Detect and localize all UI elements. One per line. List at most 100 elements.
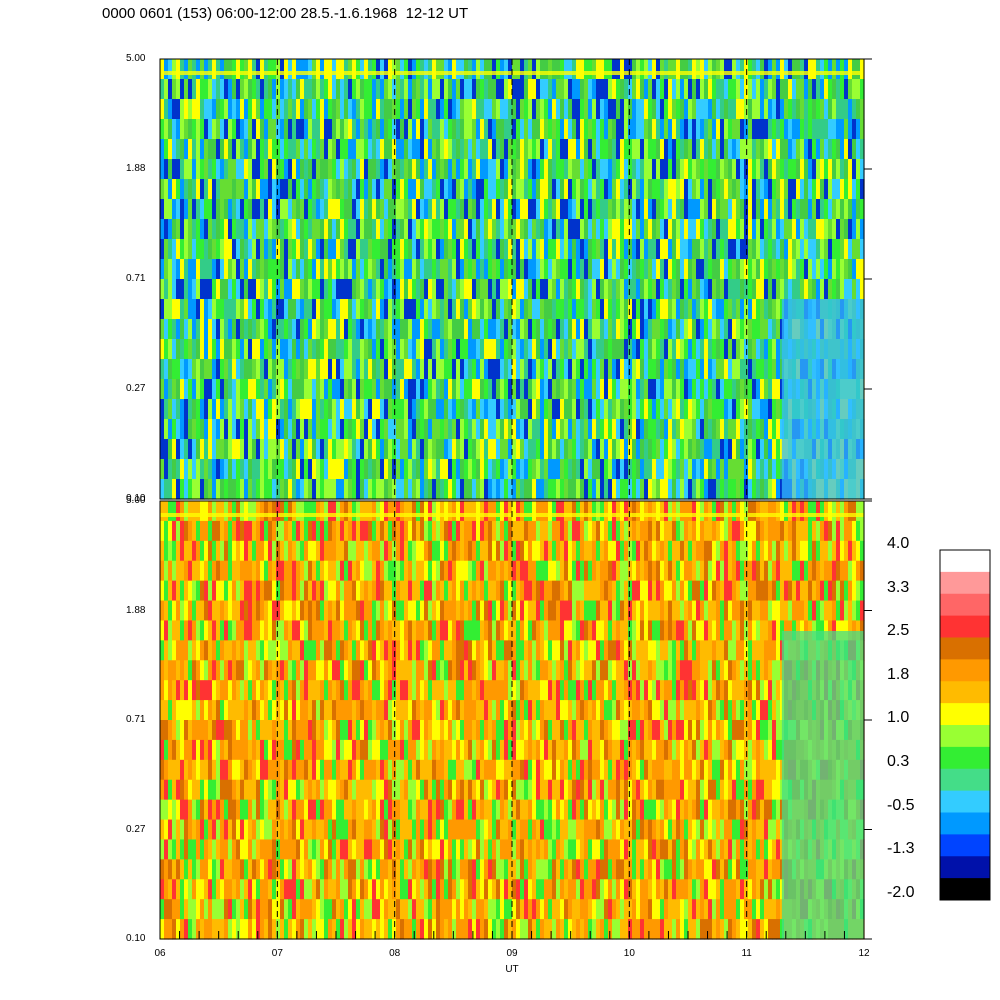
heatmap-cell <box>648 219 653 240</box>
heatmap-cell <box>356 640 361 661</box>
heatmap-cell <box>400 159 405 180</box>
heatmap-cell <box>340 79 345 100</box>
heatmap-cell <box>652 459 657 480</box>
heatmap-cell <box>192 459 197 480</box>
heatmap-cell <box>860 259 865 280</box>
heatmap-cell <box>284 179 289 200</box>
heatmap-cell <box>184 159 189 180</box>
heatmap-cell <box>188 319 193 340</box>
heatmap-cell <box>608 239 613 260</box>
heatmap-cell <box>404 299 409 320</box>
heatmap-cell <box>792 239 797 260</box>
heatmap-cell <box>436 159 441 180</box>
heatmap-cell <box>192 199 197 220</box>
heatmap-cell <box>228 540 233 562</box>
heatmap-cell <box>696 219 701 240</box>
heatmap-cell <box>248 600 253 622</box>
heatmap-cell <box>488 419 493 440</box>
heatmap-cell <box>232 99 237 120</box>
heatmap-cell <box>196 720 201 741</box>
heatmap-cell <box>772 339 777 360</box>
heatmap-cell <box>492 359 497 380</box>
heatmap-cell <box>708 279 713 300</box>
heatmap-cell <box>312 399 317 420</box>
heatmap-cell <box>220 640 225 661</box>
heatmap-cell <box>360 199 365 220</box>
heatmap-cell <box>272 459 277 480</box>
heatmap-cell <box>472 159 477 180</box>
heatmap-cell <box>240 600 245 622</box>
heatmap-cell <box>316 620 321 641</box>
heatmap-cell <box>580 259 585 280</box>
heatmap-cell <box>328 819 333 841</box>
heatmap-cell <box>804 239 809 260</box>
heatmap-cell <box>384 359 389 380</box>
heatmap-cell <box>728 299 733 320</box>
heatmap-cell <box>420 119 425 140</box>
heatmap-cell <box>524 419 529 440</box>
heatmap-cell <box>252 501 257 522</box>
heatmap-cell <box>800 199 805 220</box>
heatmap-cell <box>228 620 233 641</box>
heatmap-cell <box>176 199 181 220</box>
heatmap-cell <box>720 479 725 500</box>
heatmap-cell <box>784 259 789 280</box>
heatmap-cell <box>480 339 485 360</box>
heatmap-cell <box>852 99 857 120</box>
heatmap-cell <box>484 319 489 340</box>
heatmap-cell <box>252 819 257 841</box>
heatmap-cell <box>620 379 625 400</box>
heatmap-cell <box>732 439 737 460</box>
heatmap-cell <box>492 59 497 80</box>
heatmap-cell <box>544 359 549 380</box>
heatmap-cell <box>376 379 381 400</box>
heatmap-cell <box>176 59 181 80</box>
heatmap-cell <box>716 279 721 300</box>
heatmap-cell <box>796 99 801 120</box>
heatmap-cell <box>312 199 317 220</box>
heatmap-cell <box>272 339 277 360</box>
heatmap-cell <box>308 919 313 940</box>
heatmap-cell <box>776 59 781 80</box>
heatmap-cell <box>708 459 713 480</box>
heatmap-cell <box>580 299 585 320</box>
heatmap-cell <box>268 680 273 701</box>
heatmap-cell <box>716 179 721 200</box>
heatmap-cell <box>592 339 597 360</box>
heatmap-cell <box>712 439 717 460</box>
heatmap-cell <box>164 839 169 860</box>
heatmap-cell <box>636 299 641 320</box>
heatmap-cell <box>764 379 769 400</box>
heatmap-cell <box>756 259 761 280</box>
heatmap-cell <box>532 419 537 440</box>
heatmap-cell <box>180 759 185 781</box>
heatmap-cell <box>736 59 741 80</box>
heatmap-cell <box>228 759 233 781</box>
heatmap-cell <box>404 139 409 160</box>
heatmap-cell <box>728 179 733 200</box>
heatmap-cell <box>576 319 581 340</box>
heatmap-cell <box>316 279 321 300</box>
heatmap-cell <box>168 79 173 100</box>
heatmap-cell <box>800 99 805 120</box>
heatmap-cell <box>600 259 605 280</box>
heatmap-cell <box>472 439 477 460</box>
heatmap-cell <box>484 359 489 380</box>
heatmap-cell <box>536 339 541 360</box>
heatmap-cell <box>288 799 293 821</box>
heatmap-cell <box>400 119 405 140</box>
heatmap-cell <box>488 99 493 120</box>
heatmap-cell <box>216 339 221 360</box>
heatmap-cell <box>172 219 177 240</box>
heatmap-cell <box>432 459 437 480</box>
heatmap-cell <box>352 640 357 661</box>
heatmap-cell <box>724 139 729 160</box>
heatmap-cell <box>168 620 173 641</box>
heatmap-cell <box>296 739 301 761</box>
heatmap-cell <box>584 159 589 180</box>
heatmap-cell <box>624 459 629 480</box>
heatmap-cell <box>612 159 617 180</box>
heatmap-cell <box>244 520 249 542</box>
heatmap-cell <box>576 59 581 80</box>
heatmap-cell <box>508 339 513 360</box>
